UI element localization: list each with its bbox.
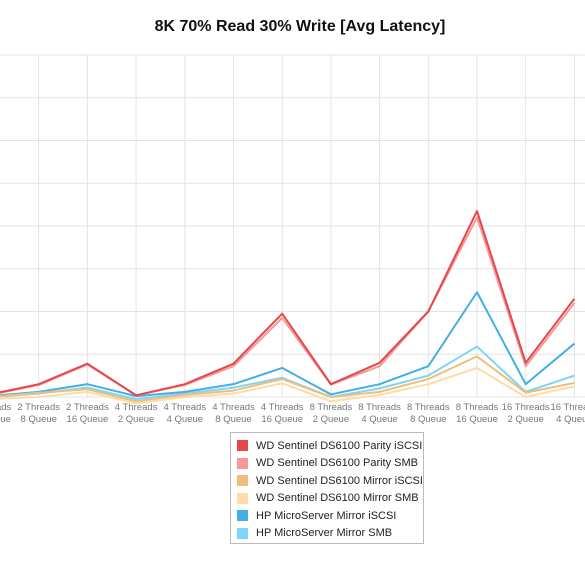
series-line [0, 355, 575, 403]
legend-item[interactable]: WD Sentinel DS6100 Mirror iSCSI [237, 472, 423, 490]
x-tick-label: 2 Threads 8 Queue [17, 402, 60, 425]
series-line [0, 210, 576, 397]
x-tick-label: 4 Threads 8 Queue [212, 402, 255, 425]
legend-swatch [237, 510, 248, 522]
x-tick-label: 4 Threads 2 Queue [115, 402, 158, 425]
chart-title: 8K 70% Read 30% Write [Avg Latency] [154, 18, 446, 35]
legend-swatch [237, 492, 248, 504]
x-tick-label: 8 Threads 16 Queue [456, 402, 499, 425]
legend-swatch [237, 527, 248, 539]
legend-swatch [237, 457, 248, 469]
x-tick-label: 4 Threads 4 Queue [163, 402, 206, 425]
series-line [0, 345, 575, 401]
x-tick-label: 16 Threads 2 Queue [502, 402, 550, 425]
legend-item[interactable]: WD Sentinel DS6100 Parity SMB [237, 455, 423, 473]
legend-item[interactable]: HP MicroServer Mirror iSCSI [237, 507, 423, 525]
series-line [0, 366, 575, 405]
legend-label: WD Sentinel DS6100 Mirror SMB [256, 492, 419, 505]
x-tick-label: 2 Threads 16 Queue [66, 402, 109, 425]
legend-item[interactable]: WD Sentinel DS6100 Parity iSCSI [237, 437, 423, 455]
legend-item[interactable]: HP MicroServer Mirror SMB [237, 525, 423, 543]
legend-item[interactable]: WD Sentinel DS6100 Mirror SMB [237, 490, 423, 508]
series-line [0, 291, 576, 398]
series-lines [0, 210, 576, 405]
legend-label: WD Sentinel DS6100 Mirror iSCSI [256, 474, 423, 487]
grid-lines [0, 54, 585, 398]
x-tick-label: 8 Threads 2 Queue [310, 402, 353, 425]
legend-swatch [237, 475, 248, 487]
legend-label: HP MicroServer Mirror iSCSI [256, 509, 397, 522]
legend-label: WD Sentinel DS6100 Parity iSCSI [256, 439, 423, 452]
legend-label: HP MicroServer Mirror SMB [256, 527, 393, 540]
legend-swatch [237, 440, 248, 452]
legend: WD Sentinel DS6100 Parity iSCSI WD Sentin… [230, 432, 424, 544]
legend-label: WD Sentinel DS6100 Parity SMB [256, 457, 419, 470]
x-tick-label: 4 Threads 16 Queue [261, 402, 304, 425]
x-tick-label: 8 Threads 4 Queue [358, 402, 401, 425]
x-tick-label: 8 Threads 8 Queue [407, 402, 450, 425]
